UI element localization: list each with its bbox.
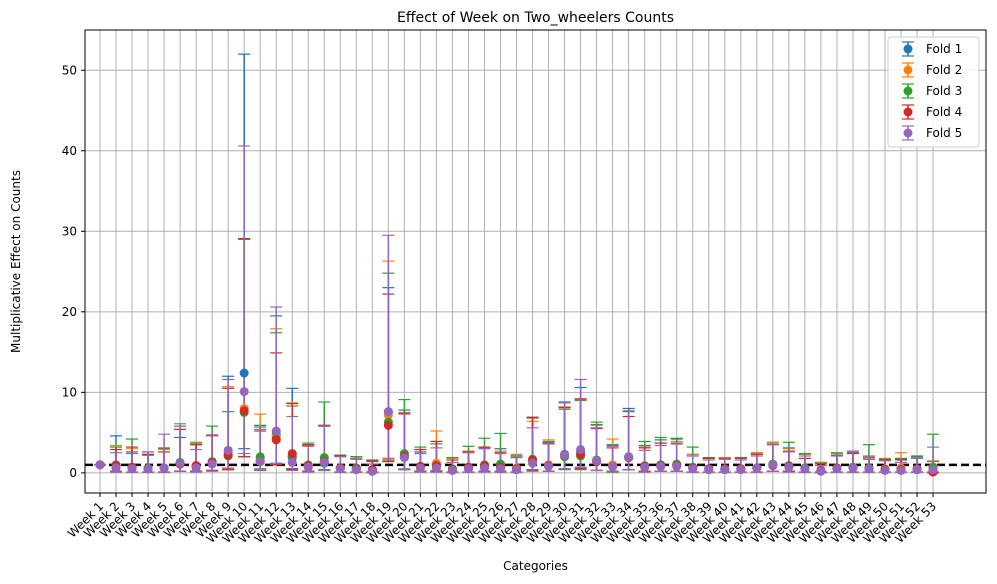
data-point: [784, 462, 794, 472]
data-point: [656, 461, 666, 471]
data-point: [303, 462, 313, 472]
data-point: [239, 368, 249, 378]
data-point: [528, 458, 538, 468]
data-point: [576, 445, 586, 455]
legend-label: Fold 1: [926, 42, 962, 56]
data-point: [143, 464, 153, 474]
data-point: [816, 466, 826, 476]
y-tick-label: 20: [62, 305, 77, 319]
data-point: [383, 420, 393, 430]
data-point: [175, 458, 185, 468]
y-axis-ticks: 0 10 20 30 40 50: [62, 63, 85, 480]
data-point: [383, 407, 393, 417]
data-point: [127, 464, 137, 474]
data-point: [640, 462, 650, 472]
data-point: [95, 460, 105, 470]
data-point: [223, 445, 233, 455]
data-point: [207, 459, 217, 469]
legend-label: Fold 5: [926, 126, 962, 140]
data-point: [159, 463, 169, 473]
y-tick-label: 30: [62, 224, 77, 238]
data-point: [431, 463, 441, 473]
data-point: [624, 452, 634, 462]
legend-label: Fold 2: [926, 63, 962, 77]
data-point: [800, 464, 810, 474]
legend-marker-point: [903, 86, 913, 96]
data-point: [191, 463, 201, 473]
data-point: [367, 466, 377, 476]
data-point: [928, 465, 938, 475]
data-point: [415, 463, 425, 473]
data-point: [239, 387, 249, 397]
legend-label: Fold 4: [926, 105, 962, 119]
data-point: [447, 465, 457, 475]
y-tick-label: 0: [69, 466, 77, 480]
legend-marker-point: [903, 65, 913, 75]
data-point: [736, 465, 746, 475]
data-point: [848, 463, 858, 473]
data-point: [239, 406, 249, 416]
data-point: [351, 465, 361, 475]
data-point: [271, 426, 281, 436]
data-point: [496, 464, 505, 474]
data-point: [672, 461, 682, 471]
legend-marker-point: [903, 44, 913, 54]
data-point: [111, 463, 121, 473]
legend: Fold 1 Fold 2 Fold 3 Fold 4 Fold 5: [887, 36, 980, 148]
data-point: [608, 461, 618, 471]
data-point: [512, 465, 522, 475]
data-point: [752, 463, 762, 473]
data-point: [399, 453, 409, 463]
data-point: [544, 461, 554, 471]
data-points: [95, 368, 938, 477]
data-point: [319, 457, 329, 467]
x-axis-label: Categories: [503, 559, 568, 573]
data-point: [688, 464, 698, 474]
data-point: [896, 465, 906, 475]
y-tick-label: 10: [62, 385, 77, 399]
data-point: [880, 465, 890, 475]
chart-title: Effect of Week on Two_wheelers Counts: [397, 10, 674, 26]
legend-marker-point: [903, 128, 913, 138]
data-point: [560, 450, 570, 460]
data-point: [864, 464, 874, 474]
grid-lines: [85, 30, 986, 493]
y-tick-label: 50: [62, 63, 77, 77]
y-tick-label: 40: [62, 144, 77, 158]
legend-label: Fold 3: [926, 84, 962, 98]
data-point: [271, 435, 281, 445]
data-point: [463, 464, 473, 474]
data-point: [255, 457, 265, 467]
data-point: [704, 465, 714, 475]
data-point: [592, 456, 602, 466]
data-point: [479, 463, 489, 473]
data-point: [287, 449, 297, 459]
data-point: [720, 465, 730, 475]
data-point: [768, 460, 778, 470]
y-axis-label: Multiplicative Effect on Counts: [9, 170, 23, 353]
data-point: [287, 457, 297, 467]
plot-frame: [84, 29, 987, 494]
data-point: [832, 464, 842, 474]
data-point: [335, 464, 345, 474]
legend-marker-point: [903, 107, 913, 117]
data-point: [912, 465, 922, 475]
